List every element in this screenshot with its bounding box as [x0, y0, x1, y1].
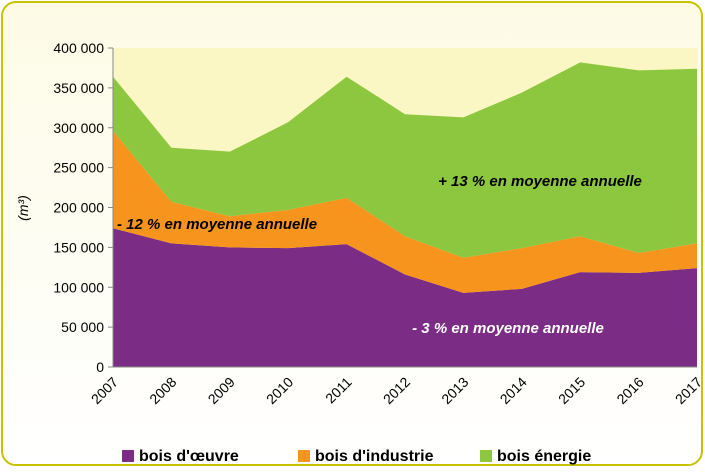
- area: [113, 228, 697, 367]
- annotation: + 13 % en moyenne annuelle: [438, 173, 642, 190]
- y-tick-label: 0: [96, 359, 104, 375]
- legend-swatch: [298, 450, 310, 462]
- y-tick-label: 350 000: [53, 80, 104, 96]
- y-axis-label: (m³): [15, 195, 31, 221]
- y-tick-label: 50 000: [61, 319, 104, 335]
- y-tick-label: 100 000: [53, 279, 104, 295]
- y-tick-label: 300 000: [53, 120, 104, 136]
- area: [113, 130, 697, 293]
- y-tick-label: 200 000: [53, 200, 104, 216]
- annotation: - 12 % en moyenne annuelle: [117, 216, 317, 233]
- legend-swatch: [480, 450, 492, 462]
- legend-swatch: [122, 450, 134, 462]
- y-tick-label: 400 000: [53, 40, 104, 56]
- y-tick-label: 250 000: [53, 160, 104, 176]
- area: [113, 62, 697, 258]
- legend-label: bois d'œuvre: [139, 448, 239, 465]
- y-tick-label: 150 000: [53, 239, 104, 255]
- annotation: - 3 % en moyenne annuelle: [412, 320, 604, 337]
- legend-label: bois d'industrie: [315, 448, 434, 465]
- legend-label: bois énergie: [497, 448, 591, 465]
